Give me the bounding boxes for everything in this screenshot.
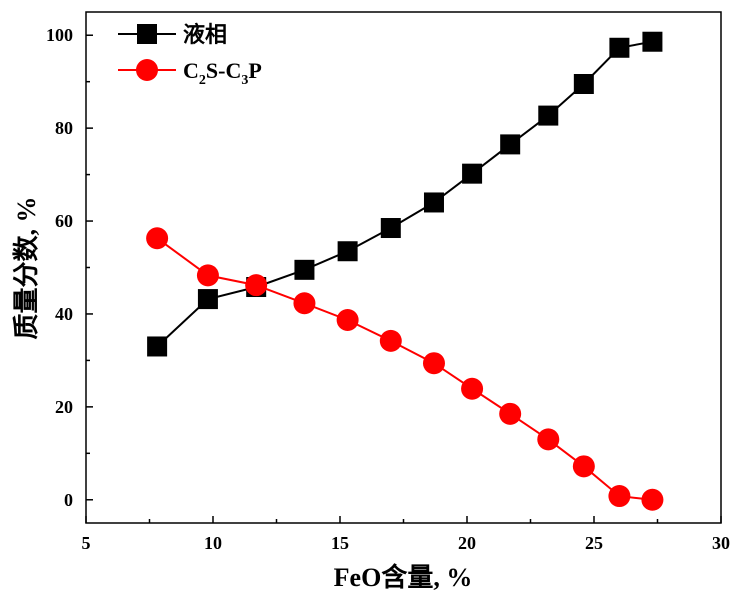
point-c2s-c3p-4 — [336, 308, 359, 331]
plot-frame — [85, 11, 722, 524]
axis-ticks: 5 10 15 20 25 30 0 20 40 60 80 100 — [46, 25, 730, 553]
point-liquid-9 — [538, 105, 559, 126]
point-c2s-c3p-7 — [461, 377, 484, 400]
point-c2s-c3p-11 — [608, 485, 631, 508]
x-tick-label-25: 25 — [585, 533, 603, 553]
point-c2s-c3p-1 — [196, 264, 219, 287]
point-c2s-c3p-0 — [146, 227, 169, 250]
point-liquid-11 — [609, 37, 630, 58]
legend-part-p: P — [248, 58, 261, 83]
point-liquid-4 — [337, 241, 358, 262]
y-tick-label-60: 60 — [55, 211, 73, 231]
x-tick-label-15: 15 — [331, 533, 349, 553]
legend-label-c2s-c3p: C2S-C3P — [183, 58, 262, 88]
x-tick-label-5: 5 — [82, 533, 91, 553]
x-axis-title: FeO含量, % — [334, 562, 473, 592]
point-liquid-8 — [500, 134, 521, 155]
y-tick-label-100: 100 — [46, 25, 73, 45]
point-c2s-c3p-5 — [379, 329, 402, 352]
point-c2s-c3p-9 — [537, 428, 560, 451]
legend-part-c: C — [183, 58, 199, 83]
point-c2s-c3p-3 — [293, 292, 316, 315]
legend-marker-liquid — [137, 24, 157, 44]
point-liquid-12 — [642, 31, 663, 52]
x-tick-label-20: 20 — [458, 533, 476, 553]
series-layer — [146, 31, 664, 511]
y-tick-label-20: 20 — [55, 397, 73, 417]
legend-sub-2: 2 — [199, 73, 206, 88]
point-liquid-6 — [423, 192, 444, 213]
y-tick-label-40: 40 — [55, 304, 73, 324]
point-c2s-c3p-2 — [245, 274, 268, 297]
legend-part-s-c: S-C — [206, 58, 241, 83]
legend-marker-c2s-c3p — [136, 59, 158, 81]
point-liquid-1 — [197, 289, 218, 310]
legend-label-liquid: 液相 — [183, 22, 227, 47]
x-tick-label-30: 30 — [712, 533, 730, 553]
point-c2s-c3p-12 — [641, 488, 664, 511]
y-tick-label-80: 80 — [55, 118, 73, 138]
legend-sub-3: 3 — [241, 73, 248, 88]
point-c2s-c3p-10 — [572, 455, 595, 478]
x-tick-label-10: 10 — [204, 533, 222, 553]
legend: 液相 C2S-C3P — [118, 22, 262, 88]
series-liquid — [147, 31, 663, 357]
point-liquid-10 — [573, 74, 594, 95]
point-liquid-0 — [147, 336, 168, 357]
point-liquid-5 — [380, 218, 401, 239]
point-c2s-c3p-6 — [422, 352, 445, 375]
y-tick-label-0: 0 — [64, 490, 73, 510]
point-c2s-c3p-8 — [499, 402, 522, 425]
point-liquid-3 — [294, 259, 315, 280]
y-axis-title: 质量分数, % — [12, 196, 41, 339]
series-c2s-c3p — [146, 227, 664, 511]
point-liquid-7 — [462, 163, 483, 184]
